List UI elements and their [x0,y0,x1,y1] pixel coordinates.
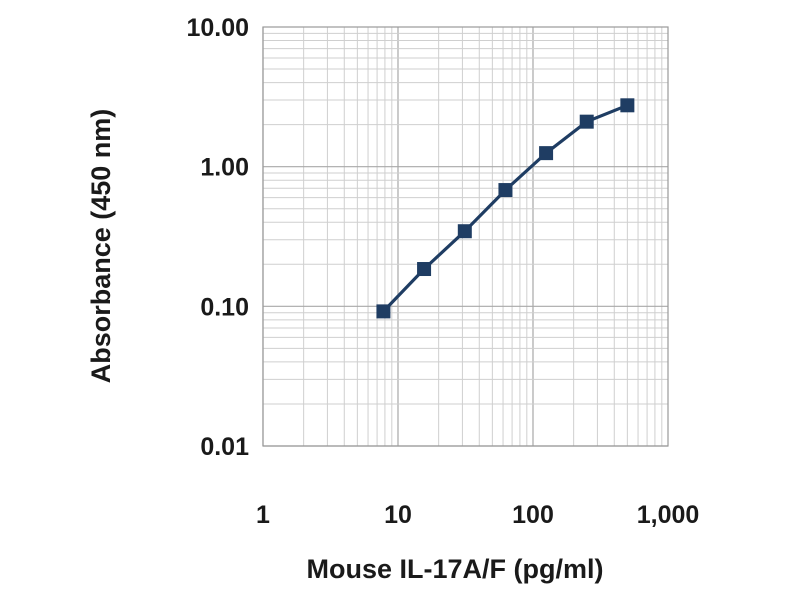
data-point-marker [579,114,594,129]
data-point-marker [417,262,432,277]
data-point-marker [620,98,635,113]
x-tick-label: 1,000 [637,501,700,529]
x-axis-ticks: 1 10 100 1,000 [256,501,699,529]
x-axis-title: Mouse IL-17A/F (pg/ml) [307,554,604,584]
y-tick-label: 0.01 [200,433,249,461]
y-axis-title: Absorbance (450 nm) [86,109,116,384]
data-point-marker [376,304,391,319]
y-tick-label: 0.10 [200,293,249,321]
series [376,98,635,319]
plot-frame [262,26,669,447]
x-tick-label: 100 [512,501,554,529]
y-tick-label: 10.00 [186,14,249,42]
y-tick-label: 1.00 [200,154,249,182]
data-point-marker [498,183,513,198]
data-point-marker [539,146,554,161]
grid [262,27,668,447]
data-point-marker [457,224,472,239]
y-axis-ticks: 10.00 1.00 0.10 0.01 [186,14,249,461]
x-tick-label: 1 [256,501,270,529]
x-tick-label: 10 [384,501,412,529]
